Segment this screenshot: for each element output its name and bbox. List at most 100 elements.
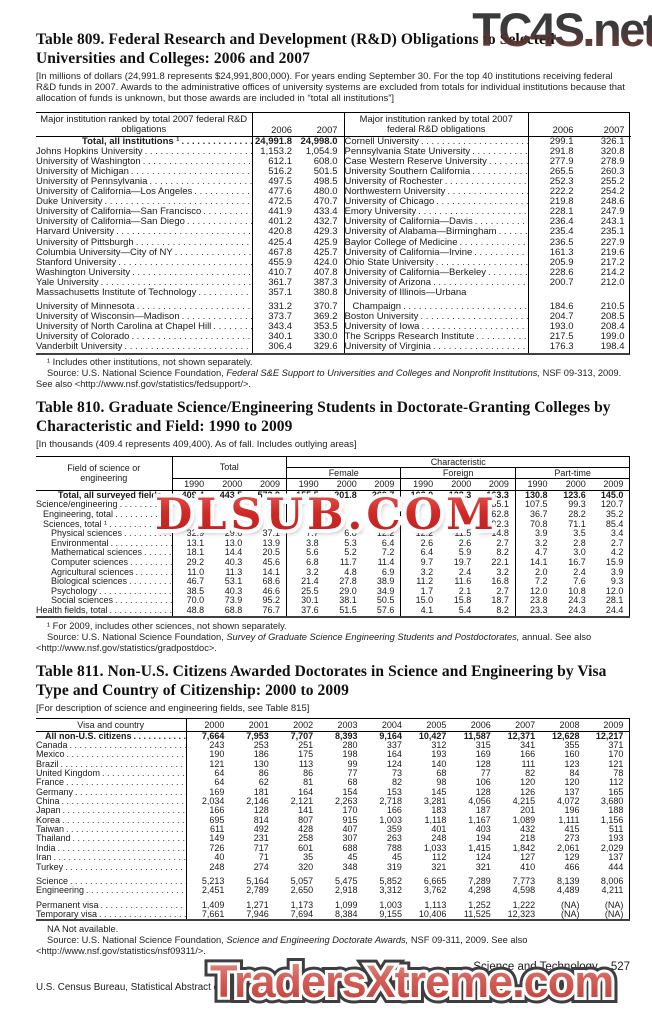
cell-value: 4,598 [512,886,536,896]
table-row: Science 5,213 5,164 5,057 5,475 5,852 6,665 7,2… [36,871,630,887]
cell-value: 8.2 [477,548,516,558]
cell-value: 7.2 [362,548,402,558]
table-row: University Southern California 265.5 260.3 [344,166,631,177]
cell-value: 726 [209,843,225,853]
cell-value: 29.6 [224,529,243,539]
cell-value: 441.9 [268,207,292,218]
row-label: University of California—Davis [344,217,529,228]
row-label: Psychology [36,586,173,597]
row-label: Total, all surveyed fields [36,490,173,501]
cell-value: 428 [298,825,314,835]
cell-value: 370.7 [313,301,338,313]
row-label: Turkey [36,862,187,872]
row-label: United Kingdom [36,769,187,779]
cell-value: 64 [214,778,225,788]
cell-value: 198 [342,750,358,760]
cell-value: 410.7 [268,267,292,278]
table-809-left-half: Major institution ranked by total 2007 f… [36,112,345,353]
cell-value: 40.3 [224,586,243,596]
cell-value: 601 [298,843,314,853]
table-row: Emory University 228.1 247.9 [344,207,631,218]
cell-value: 467.8 [268,247,292,258]
year-header: 2009 [248,478,287,491]
table-row: Washington University 410.7 407.8 [36,267,344,278]
cell-value: 86 [258,769,269,779]
cell-value: 7,707 [290,731,314,741]
cell-value: 688 [342,843,358,853]
leader-dots [68,877,185,886]
leader-dots [472,248,527,258]
cell-value: 120 [564,778,580,788]
cell-value: 127 [520,853,536,863]
table-810: Field of science or engineering Total Ch… [36,455,631,618]
cell-value: 11.7 [339,557,357,567]
cell-value: 3.2 [477,567,516,578]
row-label: University of Michigan [36,166,253,177]
leader-dots [71,834,185,843]
leader-dots [122,342,251,352]
leader-dots [134,238,251,248]
column-header-visa-country: Visa and country [36,718,187,732]
cell-value: 5,057 [290,875,314,886]
row-label: Duke University [36,197,253,208]
year-header: 1990 [400,478,440,491]
cell-value: 40 [214,853,225,863]
cell-value: 274 [253,862,269,872]
cell-value [439,510,477,520]
leader-dots [431,342,528,352]
cell-value: 243 [209,741,225,751]
cell-value: 3,762 [423,886,447,896]
year-header: 2000 [439,478,478,491]
row-label: University of California—San Diego [36,217,253,228]
cell-value: 7.6 [573,577,586,587]
cell-value: 140 [431,759,447,769]
cell-value: 121 [608,759,624,769]
leader-dots [130,268,251,278]
leader-dots [470,147,527,157]
cell-value: 184.6 [549,301,574,313]
row-label: Engineering, total [36,509,173,520]
year-header: 2003 [319,718,364,732]
cell-value: 11,525 [463,909,491,919]
year-header: 2007 [496,718,542,732]
cell-value: 208.5 [600,312,625,323]
cell-value [580,288,631,298]
table-row: University of California—Los Angeles 477.… [36,187,344,198]
leader-dots [103,197,251,207]
cell-value: 3.4 [610,529,624,539]
cell-value: 196 [564,806,580,816]
cell-value: 4,072 [556,797,580,807]
leader-dots [99,278,251,288]
leader-dots [416,207,527,217]
leader-dots [64,778,185,787]
cell-value: 170 [608,750,624,760]
cell-value: 29.2 [186,557,205,567]
cell-value: 12,323 [507,909,536,919]
year-header: 2002 [274,718,320,732]
row-label: Canada [36,741,187,751]
cell-value: 2.7 [477,586,516,597]
cell-value: 193 [431,750,447,760]
cell-value: 3.0 [573,548,586,558]
leader-dots [143,147,251,157]
cell-value: 106 [475,778,491,788]
cell-value: 145.0 [600,490,624,500]
row-label: France [36,778,187,788]
cell-value: 320 [298,862,314,872]
cell-value: 36.7 [530,509,548,519]
table-row: Physical sciences 32.9 29.6 37.1 7.7 6.8 12.2 1… [36,529,630,539]
cell-value [248,500,287,510]
cell-value: 161.3 [549,247,574,258]
table-811-note: [For description of science and engineer… [36,702,310,714]
cell-value: 155.1 [477,500,516,510]
cell-value: 3.2 [535,538,548,548]
cell-value [401,520,439,530]
cell-value: 401.2 [268,217,292,228]
cell-value [172,510,210,520]
cell-value: 37.6 [301,605,319,615]
cell-value: (NA) [561,899,580,910]
cell-value: 252.3 [549,176,574,187]
year-header: 2009 [585,718,630,732]
table-row: Turkey 248 274 320 348 319 321 321 410 466 444 [36,862,630,872]
cell-value: 380.8 [313,288,338,299]
